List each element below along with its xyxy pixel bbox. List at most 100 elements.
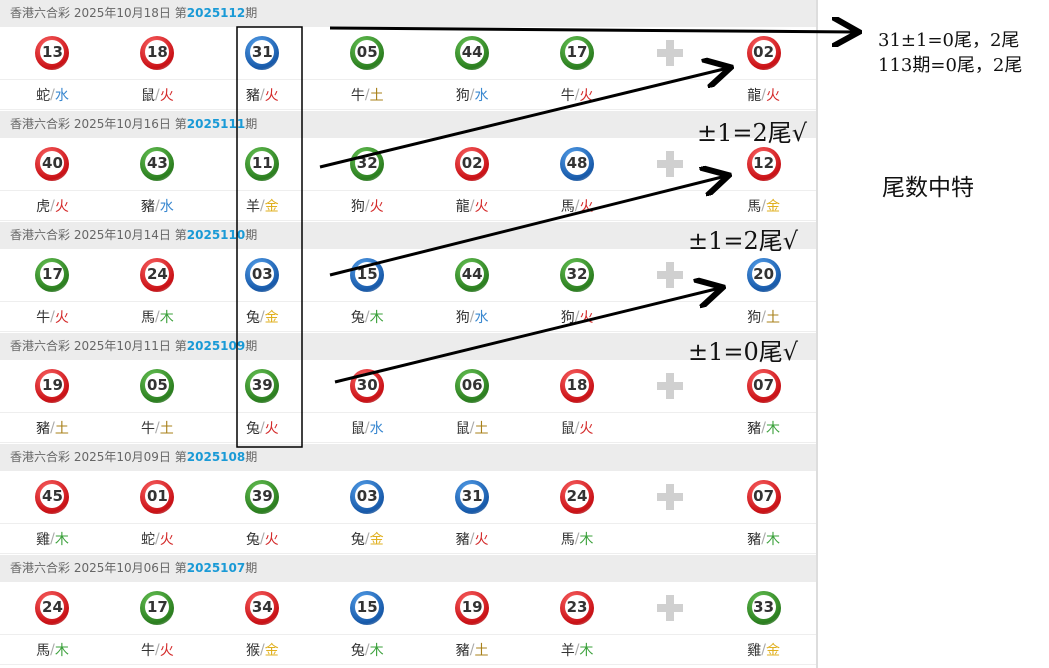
element: 火 <box>54 198 69 215</box>
element: 木 <box>765 420 780 437</box>
element: 火 <box>474 531 489 548</box>
ball-number: 19 <box>460 594 485 619</box>
issue-prefix: 第 <box>174 339 187 353</box>
element: 土 <box>159 420 174 437</box>
number-ball: 40 <box>35 147 70 181</box>
element: 火 <box>159 87 174 104</box>
zodiac: 兔 <box>245 309 260 326</box>
plus-icon <box>657 484 684 510</box>
zodiac: 豬 <box>245 87 260 104</box>
zodiac: 龍 <box>455 198 470 215</box>
ball-number: 01 <box>145 483 170 508</box>
ball-number: 15 <box>355 261 380 286</box>
ball-number: 11 <box>250 150 275 175</box>
ball-number: 18 <box>145 39 170 64</box>
zodiac: 雞 <box>747 642 762 659</box>
number-ball: 45 <box>35 480 70 514</box>
zodiac: 虎 <box>36 198 51 215</box>
ball-number: 13 <box>40 39 65 64</box>
element: 土 <box>369 87 384 104</box>
zodiac: 鼠 <box>560 420 575 437</box>
issue-number: 2025107 <box>186 561 246 575</box>
draw-date: 2025年10月09日 <box>73 450 171 464</box>
ball-number: 03 <box>355 483 380 508</box>
plus-icon <box>657 373 684 399</box>
number-ball: 39 <box>245 369 280 403</box>
element: 火 <box>159 531 174 548</box>
zodiac: 兔 <box>245 531 260 548</box>
zodiac: 雞 <box>36 531 51 548</box>
number-ball: 44 <box>455 36 490 70</box>
draw-results-list: 香港六合彩 2025年10月18日 第2025112期 13 18 31 05 44 17 0… <box>0 0 818 668</box>
zodiac: 蛇 <box>141 531 156 548</box>
element: 金 <box>765 198 780 215</box>
draw-header: 香港六合彩 2025年10月16日 第2025111期 <box>0 111 816 138</box>
ball-number: 43 <box>145 150 170 175</box>
ball-number: 40 <box>40 150 65 175</box>
zodiac: 狗 <box>455 309 470 326</box>
zodiac: 豬 <box>141 198 156 215</box>
check-note: ±1=0尾√ <box>688 338 799 366</box>
number-ball: 44 <box>455 258 490 292</box>
issue-prefix: 第 <box>174 117 187 131</box>
number-ball: 11 <box>245 147 280 181</box>
ball-number: 44 <box>460 39 485 64</box>
number-ball: 03 <box>245 258 280 292</box>
element: 水 <box>369 420 384 437</box>
zodiac: 牛 <box>141 642 156 659</box>
note-line1: 31±1=0尾，2尾 <box>878 30 1020 51</box>
element: 火 <box>369 198 384 215</box>
zodiac: 猴 <box>245 642 260 659</box>
element: 水 <box>159 198 174 215</box>
element: 火 <box>264 87 279 104</box>
arrow <box>319 68 728 169</box>
zodiac: 蛇 <box>36 87 51 104</box>
element: 水 <box>54 87 69 104</box>
lottery-name: 香港六合彩 <box>10 117 71 131</box>
issue-number: 2025110 <box>186 228 246 242</box>
ball-number: 44 <box>460 261 485 286</box>
element: 金 <box>264 642 279 659</box>
number-ball: 18 <box>560 369 595 403</box>
zodiac: 兔 <box>245 420 260 437</box>
draw-header: 香港六合彩 2025年10月18日 第2025112期 <box>0 0 816 27</box>
number-ball: 24 <box>35 591 70 625</box>
ball-number: 34 <box>250 594 275 619</box>
element: 火 <box>765 87 780 104</box>
note-line2: 113期=0尾，2尾 <box>878 55 1023 76</box>
ball-number: 07 <box>751 372 776 397</box>
note-title: 尾数中特 <box>882 175 974 201</box>
draw-record: 香港六合彩 2025年10月14日 第2025110期 17 24 03 15 44 32 2… <box>0 222 816 333</box>
element: 木 <box>369 642 384 659</box>
number-ball: 02 <box>746 36 781 70</box>
issue-number: 2025112 <box>186 6 246 20</box>
ball-number: 39 <box>250 372 275 397</box>
ball-number: 12 <box>751 150 776 175</box>
element: 木 <box>765 531 780 548</box>
element: 土 <box>474 420 489 437</box>
ball-number: 02 <box>460 150 485 175</box>
issue-suffix: 期 <box>245 228 258 242</box>
number-ball: 01 <box>140 480 175 514</box>
number-ball: 07 <box>746 480 781 514</box>
ball-number: 24 <box>565 483 590 508</box>
zodiac: 鼠 <box>141 87 156 104</box>
draw-record: 香港六合彩 2025年10月16日 第2025111期 40 43 11 32 02 48 1… <box>0 111 816 222</box>
number-ball: 17 <box>560 36 595 70</box>
plus-icon <box>657 151 684 177</box>
number-ball: 17 <box>140 591 175 625</box>
draw-date: 2025年10月14日 <box>73 228 171 242</box>
ball-number: 23 <box>565 594 590 619</box>
ball-number: 39 <box>250 483 275 508</box>
zodiac: 兔 <box>350 642 365 659</box>
number-ball: 07 <box>746 369 781 403</box>
zodiac: 兔 <box>350 309 365 326</box>
ball-number: 24 <box>40 594 65 619</box>
ball-number: 48 <box>565 150 590 175</box>
element: 木 <box>579 531 594 548</box>
element: 金 <box>369 531 384 548</box>
plus-icon <box>657 262 684 288</box>
zodiac: 兔 <box>350 531 365 548</box>
number-ball: 32 <box>560 258 595 292</box>
